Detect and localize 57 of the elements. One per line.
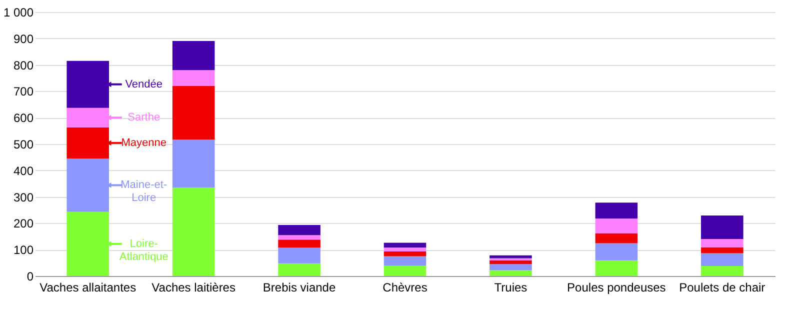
legend-label: Vendée — [125, 78, 163, 90]
x-tick-label: Truies — [494, 280, 528, 294]
bar — [66, 108, 109, 128]
bar — [701, 253, 744, 266]
bar — [384, 242, 426, 248]
bar — [278, 247, 320, 264]
y-tick-label: 700 — [13, 84, 34, 99]
legend-label: Mayenne — [121, 136, 166, 149]
legend-label: Sarthe — [128, 112, 160, 124]
bar — [490, 255, 532, 258]
bar — [66, 158, 109, 212]
bar — [384, 247, 426, 252]
bar — [701, 266, 744, 276]
bar — [595, 243, 638, 260]
y-tick-label: 100 — [13, 243, 34, 258]
bar — [172, 70, 215, 86]
legend-label: Maine-et-Loire — [120, 179, 168, 204]
bar — [66, 212, 109, 276]
bar — [490, 260, 532, 264]
bar — [384, 266, 426, 276]
x-tick-label: Chèvres — [382, 280, 428, 294]
bar — [278, 225, 320, 236]
bar — [701, 216, 744, 240]
bar — [490, 270, 532, 276]
y-tick-label: 600 — [13, 111, 34, 126]
bar — [66, 127, 109, 159]
bar — [595, 218, 638, 234]
bar — [66, 60, 109, 108]
bar — [172, 86, 215, 140]
bar — [595, 202, 638, 218]
x-tick-label: Vaches laitières — [152, 280, 236, 294]
bar — [595, 233, 638, 244]
bar — [278, 263, 320, 276]
legend-label: Loire-Atlantique — [119, 238, 168, 263]
bar — [172, 140, 215, 188]
x-tick-label: Brebis viande — [262, 280, 336, 294]
y-tick-label: 400 — [13, 164, 34, 178]
bar — [384, 256, 426, 266]
bar — [701, 239, 744, 248]
bar — [490, 264, 532, 270]
y-tick-label: 800 — [13, 58, 34, 72]
y-tick-label: 1 000 — [3, 6, 34, 20]
x-tick-label: Vaches allaitantes — [40, 280, 136, 294]
bar — [172, 188, 215, 276]
y-tick-label: 500 — [13, 138, 34, 152]
bar — [701, 247, 744, 254]
bar — [278, 235, 320, 240]
bar — [595, 260, 638, 276]
y-tick-label: 300 — [13, 190, 34, 204]
bar — [172, 41, 215, 70]
y-tick-label: 900 — [13, 32, 34, 46]
y-tick-label: 0 — [26, 270, 34, 284]
y-tick-label: 200 — [13, 216, 34, 231]
bar — [384, 251, 426, 256]
bar — [278, 240, 320, 248]
x-tick-label: Poulets de chair — [679, 280, 766, 294]
x-tick-label: Poules pondeuses — [567, 280, 666, 294]
